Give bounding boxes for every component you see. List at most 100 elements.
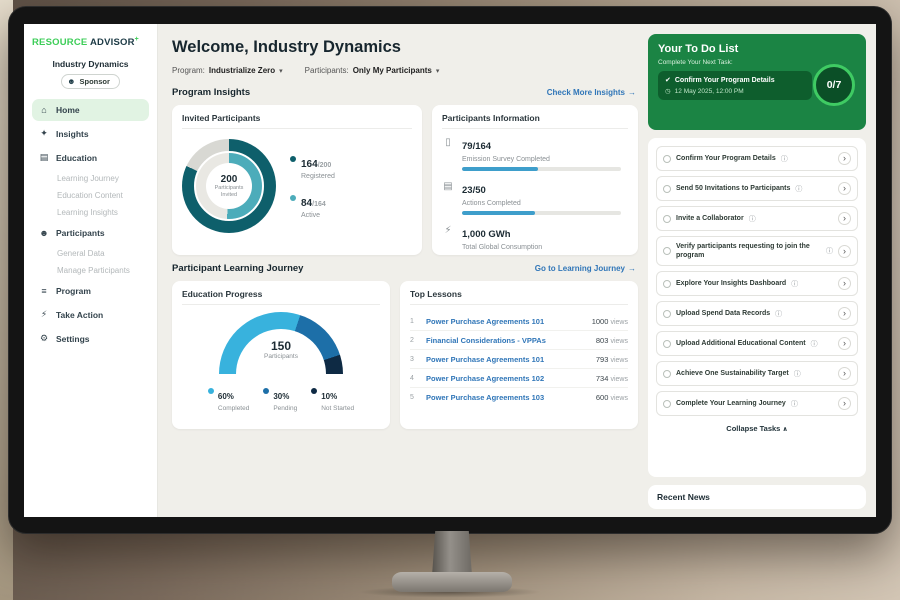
task-item-achieve-target[interactable]: Achieve One Sustainability Target ⓘ › [656, 361, 858, 387]
task-checkbox[interactable] [663, 339, 671, 348]
info-icon: ⓘ [775, 310, 783, 318]
sidebar-item-participants[interactable]: ☻ Participants [32, 222, 149, 244]
lesson-link[interactable]: Power Purchase Agreements 102 [426, 373, 545, 383]
task-checkbox[interactable] [663, 399, 671, 408]
lesson-row: 1 Power Purchase Agreements 101 1000 vie… [410, 312, 628, 331]
go-to-learning-journey-link[interactable]: Go to Learning Journey → [534, 264, 636, 273]
chevron-right-icon[interactable]: › [838, 307, 851, 321]
task-item-verify-participants[interactable]: Verify participants requesting to join t… [656, 236, 858, 267]
task-item-invite-collaborator[interactable]: Invite a Collaborator ⓘ › [656, 206, 858, 231]
legend-registered: 164/200 Registered [290, 154, 335, 180]
education-icon: ▤ [39, 152, 49, 163]
info-icon: ⓘ [748, 215, 756, 223]
chevron-right-icon[interactable]: › [838, 337, 851, 351]
lesson-link[interactable]: Financial Considerations - VPPAs [426, 335, 546, 345]
task-item-complete-learning-journey[interactable]: Complete Your Learning Journey ⓘ › [656, 391, 858, 417]
sidebar-item-education-content[interactable]: Education Content [57, 191, 123, 201]
chevron-right-icon[interactable]: › [838, 152, 851, 165]
info-icon: ⓘ [810, 340, 818, 348]
arrow-right-icon: → [628, 88, 636, 97]
sidebar-item-learning-insights[interactable]: Learning Insights [57, 208, 118, 218]
lesson-link[interactable]: Power Purchase Agreements 101 [426, 316, 545, 326]
task-checkbox[interactable] [663, 154, 671, 163]
sidebar-item-label: Take Action [56, 309, 104, 320]
logo-advisor: ADVISOR [89, 37, 135, 49]
task-checkbox[interactable] [663, 279, 671, 288]
sidebar-item-label: Program [56, 286, 91, 297]
main-content: Welcome, Industry Dynamics Program: Indu… [158, 24, 648, 517]
sponsor-badge-label: Sponsor [79, 77, 110, 87]
lesson-link[interactable]: Power Purchase Agreements 103 [426, 392, 545, 402]
donut-center-value: 200 [220, 173, 238, 185]
legend-dot-active [290, 194, 296, 201]
program-filter-label: Program: [172, 66, 205, 75]
invited-participants-donut: 200 Participants Invited [182, 139, 276, 233]
info-row-actions: ▤ 23/50 Actions Completed [442, 180, 628, 215]
actions-icon: ▤ [443, 181, 453, 192]
sidebar-item-education[interactable]: ▤ Education [32, 146, 149, 169]
chevron-right-icon[interactable]: › [838, 244, 851, 258]
next-task-box[interactable]: ✔ Confirm Your Program Details ◷ 12 May … [658, 71, 812, 100]
education-progress-gauge: 150 Participants [219, 312, 343, 376]
todo-subtitle: Complete Your Next Task: [658, 59, 733, 66]
info-icon: ⓘ [793, 370, 801, 378]
monitor-stand-base [392, 572, 512, 592]
recent-news-title: Recent News [657, 492, 710, 502]
energy-icon: ⚡ [444, 225, 452, 236]
journey-cards-row: Education Progress 150 Participants [172, 281, 638, 429]
sidebar-item-settings[interactable]: ⚙ Settings [32, 327, 149, 350]
sponsor-badge: ☻ Sponsor [61, 74, 120, 90]
sidebar-item-general-data[interactable]: General Data [57, 249, 105, 259]
home-icon: ⌂ [41, 105, 47, 116]
chevron-right-icon[interactable]: › [838, 212, 851, 225]
task-item-upload-spend-data[interactable]: Upload Spend Data Records ⓘ › [656, 301, 858, 327]
participants-icon: ☻ [39, 228, 49, 239]
legend-active: 84/164 Active [290, 193, 335, 219]
task-checkbox[interactable] [663, 247, 671, 256]
chevron-right-icon[interactable]: › [838, 397, 851, 411]
task-item-explore-insights[interactable]: Explore Your Insights Dashboard ⓘ › [656, 271, 858, 297]
chevron-right-icon[interactable]: › [838, 367, 851, 381]
sidebar: RESOURCE ADVISOR+ Industry Dynamics ☻ Sp… [24, 24, 158, 517]
insights-cards-row: Invited Participants 200 Participants In… [172, 105, 638, 255]
donut-legend: 164/200 Registered 84/164 Active [290, 154, 335, 219]
chevron-down-icon: ▾ [435, 67, 440, 75]
task-checkbox[interactable] [663, 214, 671, 223]
sidebar-item-program[interactable]: ≡ Program [32, 280, 149, 302]
task-item-send-invitations[interactable]: Send 50 Invitations to Participants ⓘ › [656, 176, 858, 201]
collapse-tasks-link[interactable]: Collapse Tasks ∧ [726, 424, 788, 434]
insights-icon: ✦ [40, 128, 48, 139]
gauge-center-label: Participants [264, 353, 298, 360]
check-more-insights-link[interactable]: Check More Insights → [546, 88, 636, 97]
check-icon: ✔ [665, 77, 671, 84]
sidebar-item-take-action[interactable]: ⚡ Take Action [32, 303, 149, 326]
program-filter[interactable]: Program: Industrialize Zero ▾ [172, 66, 283, 75]
legend-dot-pending [263, 388, 270, 394]
sidebar-item-home[interactable]: ⌂ Home [32, 99, 149, 122]
actions-progress-bar [462, 211, 536, 215]
info-row-consumption: ⚡ 1,000 GWh Total Global Consumption [442, 224, 628, 255]
legend-dot-completed [207, 388, 214, 394]
program-insights-header: Program Insights Check More Insights → [172, 87, 636, 98]
lesson-link[interactable]: Power Purchase Agreements 101 [426, 354, 545, 364]
participants-filter[interactable]: Participants: Only My Participants ▾ [305, 66, 440, 75]
program-icon: ≡ [41, 286, 47, 297]
chevron-right-icon[interactable]: › [838, 277, 851, 291]
sidebar-item-learning-journey[interactable]: Learning Journey [57, 174, 119, 184]
sidebar-item-insights[interactable]: ✦ Insights [32, 122, 149, 145]
chevron-right-icon[interactable]: › [838, 182, 851, 195]
task-checkbox[interactable] [663, 309, 671, 318]
task-checkbox[interactable] [663, 184, 671, 193]
settings-icon: ⚙ [39, 333, 49, 344]
sidebar-item-label: Participants [56, 228, 105, 239]
sidebar-item-manage-participants[interactable]: Manage Participants [57, 266, 130, 276]
app-logo: RESOURCE ADVISOR+ [32, 36, 149, 48]
sidebar-item-label: Education [56, 152, 98, 163]
task-item-confirm-program[interactable]: Confirm Your Program Details ⓘ › [656, 146, 858, 171]
info-icon: ⓘ [795, 185, 803, 193]
legend-dot-registered [290, 155, 296, 162]
task-item-upload-educational-content[interactable]: Upload Additional Educational Content ⓘ … [656, 331, 858, 357]
task-checkbox[interactable] [663, 369, 671, 378]
lesson-row: 3 Power Purchase Agreements 101 793 view… [410, 350, 628, 369]
